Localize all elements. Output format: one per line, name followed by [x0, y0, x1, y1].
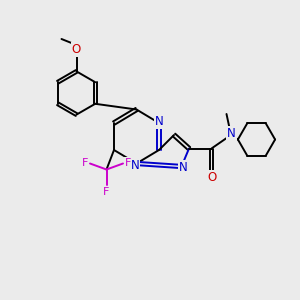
Text: F: F	[81, 158, 88, 168]
Text: F: F	[125, 158, 132, 168]
Text: N: N	[178, 161, 188, 174]
Text: N: N	[227, 127, 236, 140]
Text: N: N	[130, 159, 140, 172]
Text: O: O	[72, 43, 81, 56]
Text: O: O	[208, 171, 217, 184]
Text: N: N	[155, 115, 164, 128]
Text: F: F	[103, 187, 110, 197]
